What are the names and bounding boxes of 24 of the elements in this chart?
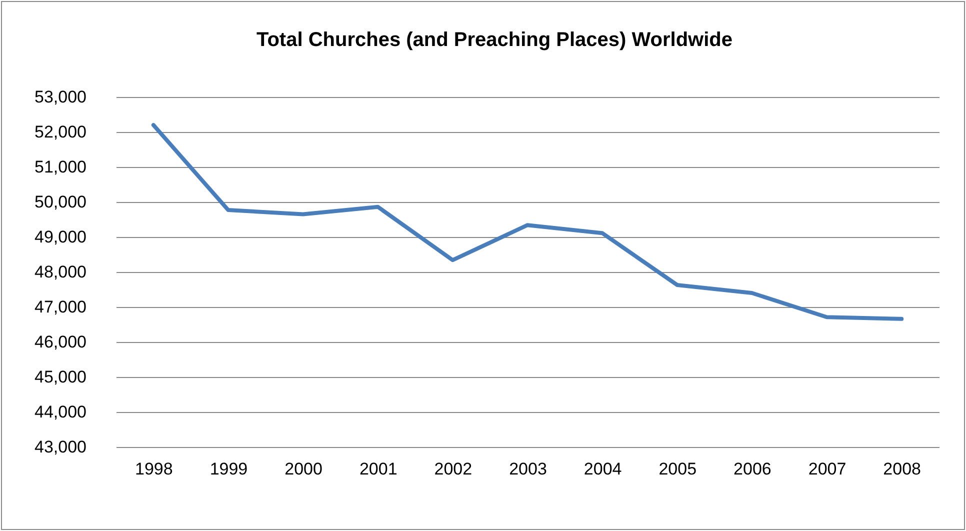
y-tick-label: 50,000: [34, 192, 86, 212]
y-tick-label: 49,000: [34, 228, 86, 246]
y-tick-label: 46,000: [34, 332, 86, 352]
x-tick-label: 2008: [883, 460, 922, 478]
x-tick-label: 1999: [210, 460, 248, 478]
line-series: [151, 123, 904, 321]
x-tick-label: 1998: [134, 460, 173, 478]
y-tick-label: 52,000: [34, 122, 86, 142]
x-tick-label: 2007: [808, 460, 846, 478]
y-tick-label: 47,000: [34, 298, 86, 316]
chart-title: Total Churches (and Preaching Places) Worldwide: [256, 29, 733, 51]
x-tick-label: 2005: [658, 460, 697, 478]
x-tick-label: 2003: [509, 460, 547, 478]
y-tick-label: 44,000: [34, 402, 86, 422]
y-tick-label: 53,000: [34, 88, 86, 106]
x-tick-label: 2001: [359, 460, 398, 478]
x-tick-label: 2004: [584, 460, 622, 478]
x-tick-label: 2006: [734, 460, 772, 478]
x-tick-label: 2000: [284, 460, 322, 478]
x-tick-label: 2002: [434, 460, 472, 478]
y-tick-label: 43,000: [34, 438, 86, 456]
y-tick-label: 51,000: [34, 158, 86, 176]
y-tick-label: 45,000: [34, 368, 86, 386]
y-tick-label: 48,000: [34, 262, 86, 282]
